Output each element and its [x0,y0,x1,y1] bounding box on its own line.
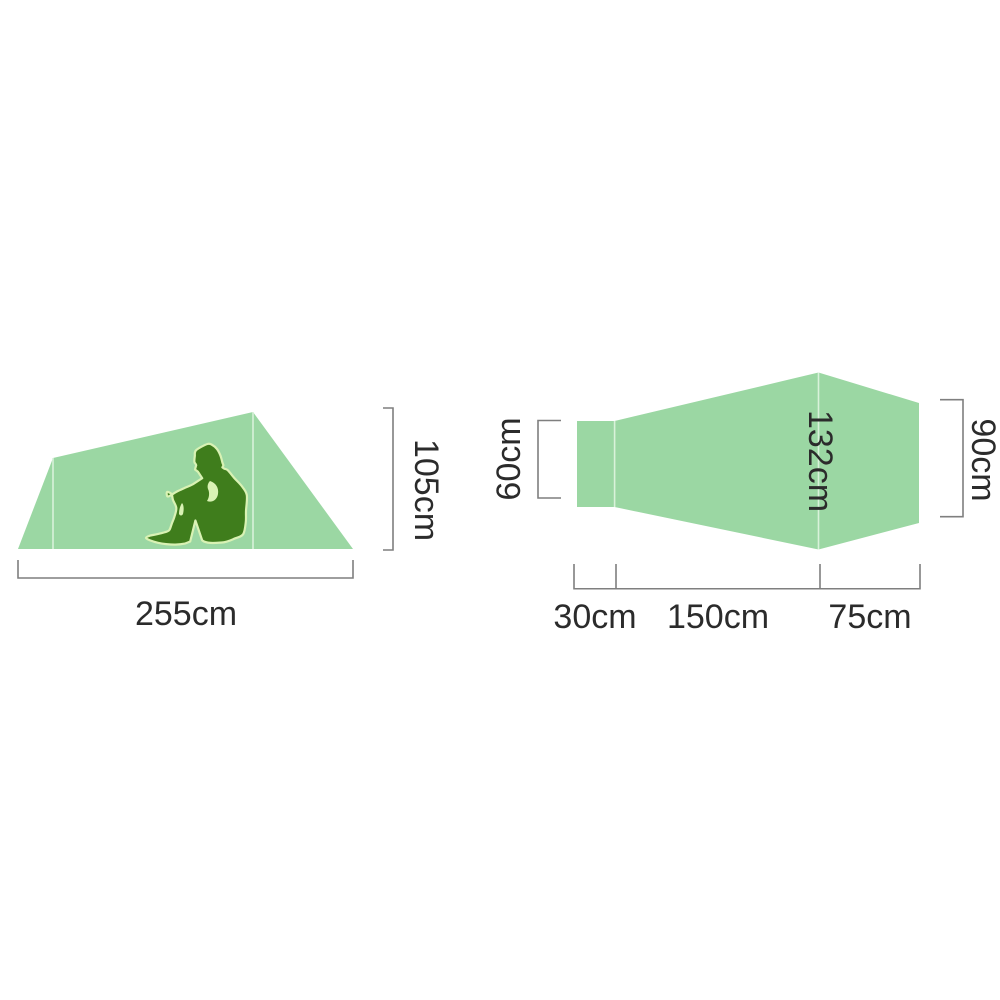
svg-text:75cm: 75cm [828,598,911,636]
svg-text:150cm: 150cm [667,598,769,636]
svg-text:105cm: 105cm [407,439,445,541]
svg-text:60cm: 60cm [490,417,528,500]
svg-text:132cm: 132cm [801,410,839,512]
svg-text:30cm: 30cm [553,598,636,636]
svg-text:90cm: 90cm [964,418,1000,501]
svg-text:255cm: 255cm [135,595,237,633]
